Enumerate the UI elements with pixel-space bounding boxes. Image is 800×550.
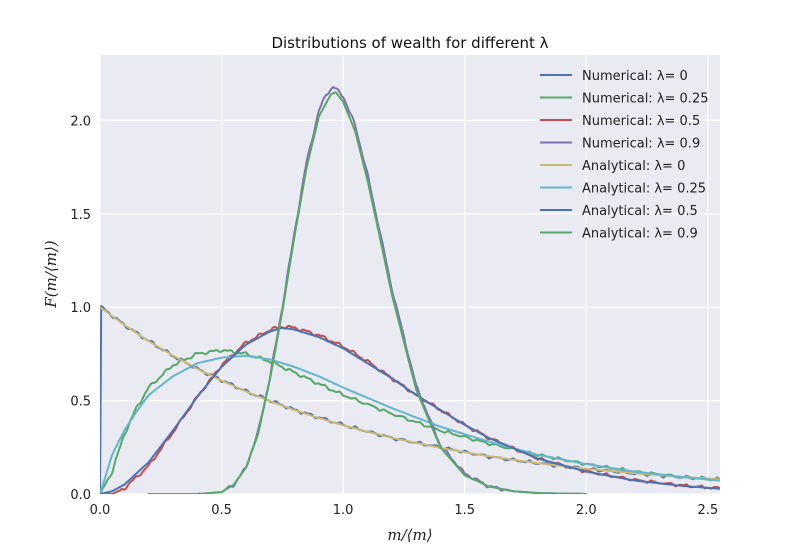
x-tick-label: 2.0 — [576, 503, 597, 518]
legend-entry: Numerical: λ= 0.5 — [582, 114, 700, 129]
x-tick-label: 1.0 — [333, 503, 354, 518]
legend-entry: Numerical: λ= 0.9 — [582, 137, 700, 152]
series-line — [147, 91, 588, 494]
y-tick-label: 2.0 — [70, 114, 91, 129]
y-tick-label: 0.5 — [70, 395, 91, 410]
legend-entry: Analytical: λ= 0.9 — [582, 227, 698, 242]
tick-labels: 0.0 0.5 1.0 1.5 2.0 2.5 0.0 0.5 1.0 1.5 2.0 — [70, 114, 718, 518]
chart-title: Distributions of wealth for different λ — [271, 34, 548, 52]
series-line — [100, 326, 720, 494]
series-line — [100, 306, 720, 481]
y-axis-label: F(m/⟨m⟩) — [42, 240, 60, 308]
legend-entry: Analytical: λ= 0.5 — [582, 204, 698, 219]
x-tick-label: 0.5 — [211, 503, 232, 518]
legend-entry: Numerical: λ= 0 — [582, 69, 688, 84]
y-tick-label: 1.0 — [70, 301, 91, 316]
legend-entry: Numerical: λ= 0.25 — [582, 92, 708, 107]
legend-entry: Analytical: λ= 0.25 — [582, 182, 706, 197]
legend: Numerical: λ= 0 Numerical: λ= 0.25 Numeric… — [540, 69, 708, 242]
series-group — [100, 85, 720, 494]
x-tick-label: 2.5 — [697, 503, 718, 518]
y-tick-label: 1.5 — [70, 208, 91, 223]
series-line — [100, 354, 720, 494]
grid — [99, 55, 720, 495]
x-tick-label: 1.5 — [454, 503, 475, 518]
x-axis-label: m/⟨m⟩ — [387, 526, 432, 544]
legend-entry: Analytical: λ= 0 — [582, 159, 685, 174]
x-tick-label: 0.0 — [90, 503, 111, 518]
y-tick-label: 0.0 — [70, 488, 91, 503]
